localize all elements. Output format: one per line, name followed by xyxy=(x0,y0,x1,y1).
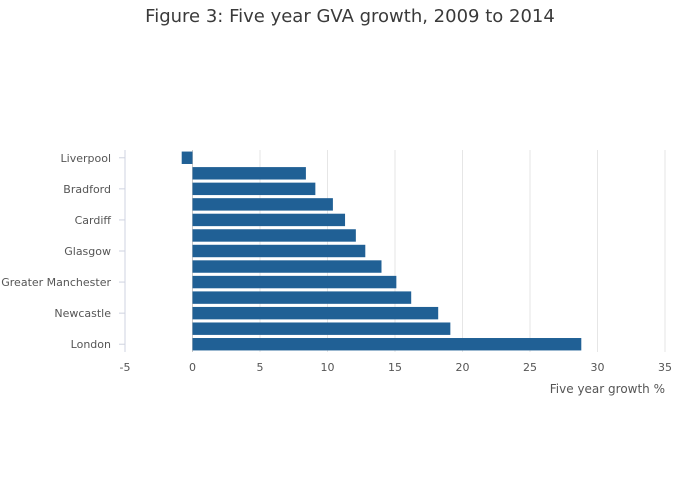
x-tick-label: 0 xyxy=(189,361,196,374)
bar xyxy=(192,260,382,273)
x-tick-label: 10 xyxy=(321,361,335,374)
bar xyxy=(181,151,193,164)
x-tick-label: 20 xyxy=(456,361,470,374)
x-axis-title: Five year growth % xyxy=(550,382,665,396)
y-tick-label: Bradford xyxy=(63,183,111,196)
x-tick-label: 25 xyxy=(523,361,537,374)
bar xyxy=(192,182,316,196)
bar xyxy=(192,213,346,227)
bar xyxy=(192,229,356,242)
bar xyxy=(192,198,333,211)
y-tick-label: London xyxy=(71,338,111,351)
bar xyxy=(192,167,306,180)
x-tick-label: 15 xyxy=(388,361,402,374)
bar xyxy=(192,275,397,289)
x-axis-ticks: -5 0 5 10 15 20 25 30 35 xyxy=(120,361,672,374)
y-tick-label: Liverpool xyxy=(61,152,111,165)
y-tick-label: Cardiff xyxy=(75,214,112,227)
bar xyxy=(192,244,366,258)
y-axis: Liverpool Bradford Cardiff Glasgow Greater M… xyxy=(1,150,126,352)
y-tick-label: Greater Manchester xyxy=(1,276,111,289)
chart-title: Figure 3: Five year GVA growth, 2009 to … xyxy=(145,6,555,27)
bar xyxy=(192,322,451,335)
bar xyxy=(192,291,412,304)
x-tick-label: 35 xyxy=(658,361,672,374)
x-tick-label: -5 xyxy=(120,361,131,374)
x-tick-label: 30 xyxy=(591,361,605,374)
bar xyxy=(192,306,439,320)
y-tick-label: Glasgow xyxy=(64,245,111,258)
bar xyxy=(192,338,582,351)
x-tick-label: 5 xyxy=(257,361,264,374)
y-tick-label: Newcastle xyxy=(54,307,111,320)
bars xyxy=(181,151,582,351)
